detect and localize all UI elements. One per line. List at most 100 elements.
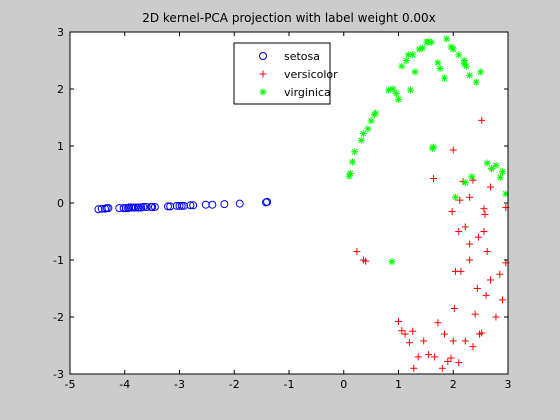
legend-marker-virginica	[259, 88, 267, 96]
versicolor-point	[469, 343, 477, 351]
versicolor-point	[450, 304, 458, 312]
virginica-point	[359, 129, 367, 137]
setosa-point	[220, 200, 229, 209]
versicolor-point	[448, 208, 456, 216]
virginica-point	[407, 86, 415, 94]
versicolor-point	[401, 330, 409, 338]
virginica-point	[385, 86, 393, 94]
y-tick-label: -1	[53, 254, 64, 267]
versicolor-point	[466, 193, 474, 201]
versicolor-point	[466, 240, 474, 248]
virginica-point	[398, 62, 406, 70]
versicolor-point	[434, 319, 442, 327]
x-tick-label: -5	[65, 378, 76, 391]
versicolor-point	[466, 256, 474, 264]
virginica-point	[468, 173, 476, 181]
legend-entry-setosa: setosa	[259, 50, 320, 63]
setosa-point	[186, 201, 195, 210]
versicolor-point	[455, 359, 463, 367]
legend-label: versicolor	[284, 68, 338, 81]
virginica-point	[372, 109, 380, 117]
virginica-point	[419, 44, 427, 52]
virginica-point	[436, 64, 444, 72]
virginica-point	[449, 45, 457, 53]
versicolor-point	[449, 337, 457, 345]
x-tick-label: -3	[174, 378, 185, 391]
x-tick-label: -2	[229, 378, 240, 391]
setosa-point	[121, 204, 130, 213]
versicolor-point	[425, 351, 433, 359]
setosa-point	[131, 203, 140, 212]
virginica-point	[451, 193, 459, 201]
versicolor-point	[478, 116, 486, 124]
setosa-point	[104, 204, 113, 213]
virginica-point	[499, 168, 507, 176]
virginica-point	[477, 68, 485, 76]
versicolor-point	[420, 337, 428, 345]
virginica-point	[409, 51, 417, 59]
versicolor-point	[483, 247, 491, 255]
virginica-point	[411, 68, 419, 76]
legend-marker-versicolor	[259, 70, 267, 78]
versicolor-point	[410, 364, 418, 372]
versicolor-point	[461, 223, 469, 231]
versicolor-point	[451, 267, 459, 275]
virginica-point	[434, 59, 442, 67]
legend-entry-virginica: virginica	[259, 86, 331, 99]
setosa-point	[208, 200, 217, 209]
virginica-point	[466, 71, 474, 79]
versicolor-point	[481, 210, 489, 218]
versicolor-point	[455, 228, 463, 235]
x-tick-label: 0	[340, 378, 347, 391]
virginica-point	[492, 161, 500, 169]
versicolor-point	[449, 146, 457, 154]
versicolor-point	[480, 228, 488, 235]
setosa-point	[263, 197, 272, 206]
versicolor-point	[473, 285, 481, 292]
versicolor-point	[482, 291, 490, 299]
versicolor-point	[353, 247, 361, 255]
virginica-point	[427, 38, 435, 46]
setosa-point	[235, 199, 244, 208]
versicolor-point	[486, 276, 494, 284]
virginica-point	[496, 173, 504, 181]
virginica-point	[367, 117, 375, 125]
virginica-point	[388, 258, 396, 266]
y-tick-label: 2	[57, 83, 64, 96]
setosa-point	[175, 201, 184, 210]
versicolor-point	[395, 318, 402, 326]
versicolor-point	[409, 327, 417, 335]
versicolor-point	[478, 329, 486, 337]
virginica-point	[443, 35, 451, 43]
virginica-point	[430, 143, 438, 151]
legend-entry-versicolor: versicolor	[259, 68, 338, 81]
virginica-point	[346, 169, 354, 177]
virginica-point	[440, 74, 448, 82]
versicolor-point	[456, 196, 464, 204]
virginica-point	[483, 159, 491, 167]
versicolor-point	[438, 364, 446, 372]
virginica-point	[349, 158, 357, 166]
setosa-point	[177, 201, 186, 210]
legend-label: virginica	[284, 86, 331, 99]
versicolor-point	[496, 270, 504, 278]
x-tick-label: 1	[395, 378, 402, 391]
y-tick-label: 0	[57, 197, 64, 210]
legend: setosa versicolor virginica	[233, 42, 338, 105]
setosa-point	[134, 203, 143, 212]
versicolor-point	[444, 357, 452, 365]
versicolor-point	[430, 174, 438, 182]
versicolor-point	[486, 183, 494, 191]
virginica-point	[392, 90, 400, 98]
virginica-point	[351, 148, 359, 156]
setosa-point	[189, 201, 198, 210]
versicolor-point	[414, 353, 422, 361]
setosa-point	[142, 202, 151, 211]
virginica-point	[389, 85, 397, 93]
virginica-point	[402, 57, 410, 64]
data-marks	[94, 35, 510, 372]
versicolor-point	[492, 313, 500, 321]
virginica-point	[488, 165, 496, 173]
versicolor-point	[440, 330, 448, 338]
